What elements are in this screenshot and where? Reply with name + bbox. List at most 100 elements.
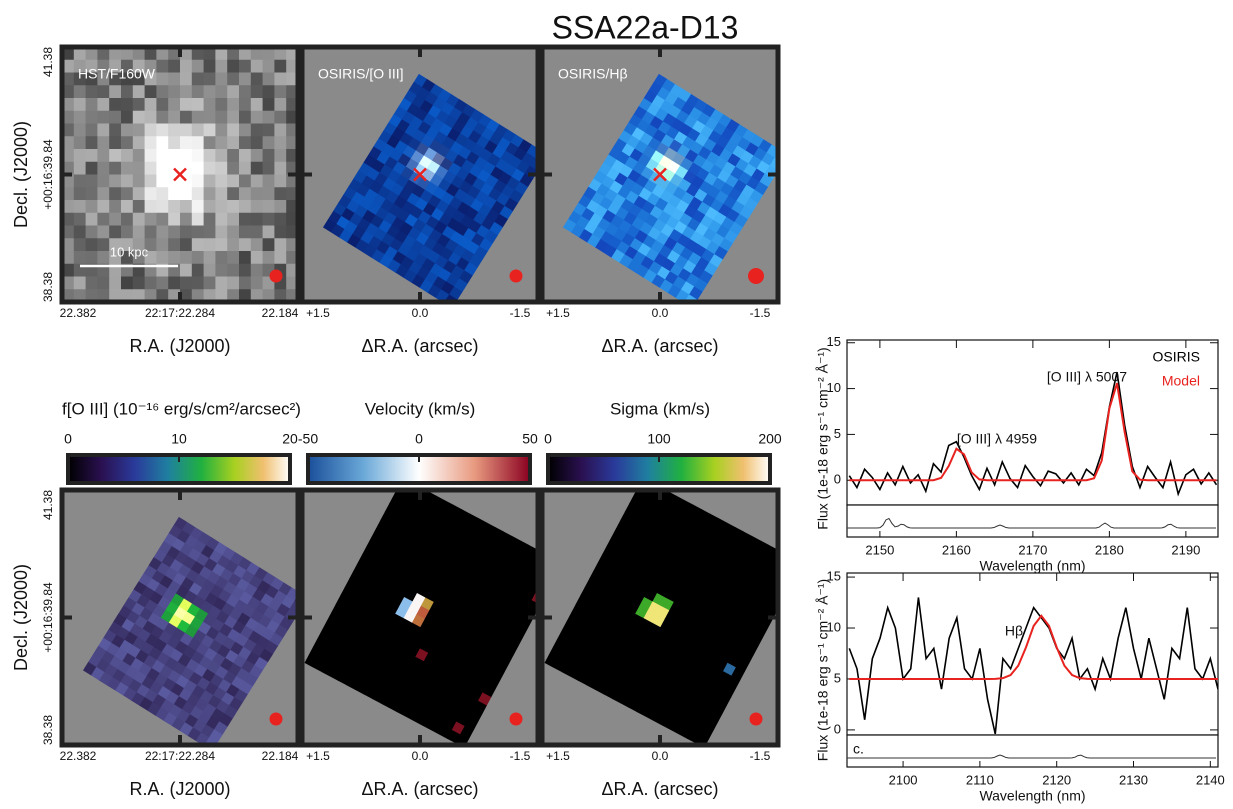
image-pixel — [203, 161, 216, 175]
image-pixel — [109, 174, 122, 188]
image-pixel — [62, 136, 75, 150]
image-pixel — [215, 47, 228, 61]
annotation: Hβ — [1005, 623, 1023, 639]
image-pixel — [227, 212, 240, 226]
y-axis-title: Decl. (J2000) — [11, 121, 31, 228]
image-pixel — [132, 225, 146, 239]
image-pixel — [121, 289, 134, 302]
image-pixel — [203, 174, 216, 188]
panel-label: OSIRIS/Hβ — [558, 66, 628, 82]
image-pixel — [250, 136, 264, 150]
image-pixel — [156, 200, 169, 214]
image-pixel — [85, 123, 98, 137]
colorbar-title: Velocity (km/s) — [365, 399, 476, 418]
image-pixel — [239, 72, 252, 86]
image-panel — [62, 47, 298, 302]
x-tick-label: 0.0 — [652, 749, 669, 763]
y-tick-label: 41.38 — [41, 490, 55, 520]
image-pixel — [97, 110, 110, 124]
y-tick-label: 5 — [834, 670, 841, 685]
x-tick-label: +1.5 — [306, 749, 330, 763]
image-pixel — [250, 161, 264, 175]
image-pixel — [227, 200, 240, 214]
image-pixel — [215, 238, 228, 252]
image-pixel — [109, 72, 122, 86]
colorbar-tick-label: 50 — [522, 431, 538, 447]
beam — [509, 269, 523, 283]
image-pixel — [262, 72, 275, 86]
image-pixel — [203, 187, 216, 201]
image-pixel — [215, 289, 228, 302]
image-pixel — [180, 276, 193, 290]
image-pixel — [203, 276, 216, 290]
image-pixel — [132, 98, 146, 112]
image-pixel — [191, 149, 205, 163]
colorbar-title: f[O III] (10⁻¹⁶ erg/s/cm²/arcsec²) — [62, 399, 301, 418]
y-tick-label: 38.38 — [41, 272, 55, 302]
y-tick-label: 15 — [827, 569, 841, 584]
image-pixel — [85, 47, 98, 61]
x-tick-label: 2110 — [966, 772, 994, 787]
x-tick-label: 0.0 — [412, 749, 429, 763]
image-pixel — [109, 98, 122, 112]
image-pixel — [191, 47, 205, 61]
map-footprint — [544, 490, 778, 745]
image-pixel — [286, 174, 298, 188]
image-pixel — [203, 59, 216, 73]
image-pixel — [191, 251, 205, 265]
image-pixel — [274, 136, 287, 150]
image-pixel — [132, 187, 146, 201]
image-pixel — [227, 276, 240, 290]
image-pixel — [227, 174, 240, 188]
image-pixel — [286, 85, 298, 99]
image-pixel — [144, 47, 157, 61]
image-pixel — [239, 251, 252, 265]
image-pixel — [250, 98, 264, 112]
image-pixel — [262, 161, 275, 175]
image-pixel — [109, 85, 122, 99]
image-pixel — [250, 200, 264, 214]
image-pixel — [132, 289, 146, 302]
image-pixel — [168, 238, 181, 252]
image-pixel — [156, 212, 169, 226]
image-pixel — [191, 136, 205, 150]
image-panel — [542, 47, 778, 302]
image-pixel — [121, 161, 134, 175]
image-pixel — [144, 238, 157, 252]
image-pixel — [203, 212, 216, 226]
image-pixel — [97, 123, 110, 137]
image-pixel — [121, 212, 134, 226]
x-axis-title: ΔR.A. (arcsec) — [601, 779, 718, 799]
image-pixel — [227, 149, 240, 163]
image-pixel — [262, 85, 275, 99]
image-pixel — [109, 187, 122, 201]
image-pixel — [62, 149, 75, 163]
image-pixel — [144, 289, 157, 302]
y-tick-label: 0 — [834, 472, 841, 487]
image-pixel — [262, 136, 275, 150]
image-pixel — [156, 85, 169, 99]
x-tick-label: 22:17:22.284 — [145, 306, 215, 320]
image-pixel — [62, 47, 75, 61]
image-pixel — [156, 174, 169, 188]
image-pixel — [215, 110, 228, 124]
image-pixel — [156, 72, 169, 86]
y-axis-title: Flux (1e-18 erg s⁻¹ cm⁻² Å⁻¹) — [815, 579, 831, 761]
image-pixel — [191, 200, 205, 214]
x-tick-label: 2120 — [1042, 772, 1071, 787]
image-pixel — [250, 85, 264, 99]
image-pixel — [274, 98, 287, 112]
image-pixel — [85, 212, 98, 226]
image-pixel — [132, 110, 146, 124]
image-pixel — [286, 47, 298, 61]
image-pixel — [239, 238, 252, 252]
image-pixel — [239, 263, 252, 277]
image-pixel — [121, 225, 134, 239]
image-pixel — [262, 212, 275, 226]
y-axis-title: Decl. (J2000) — [11, 564, 31, 671]
image-pixel — [109, 136, 122, 150]
image-pixel — [73, 161, 87, 175]
image-pixel — [168, 200, 181, 214]
image-pixel — [85, 85, 98, 99]
